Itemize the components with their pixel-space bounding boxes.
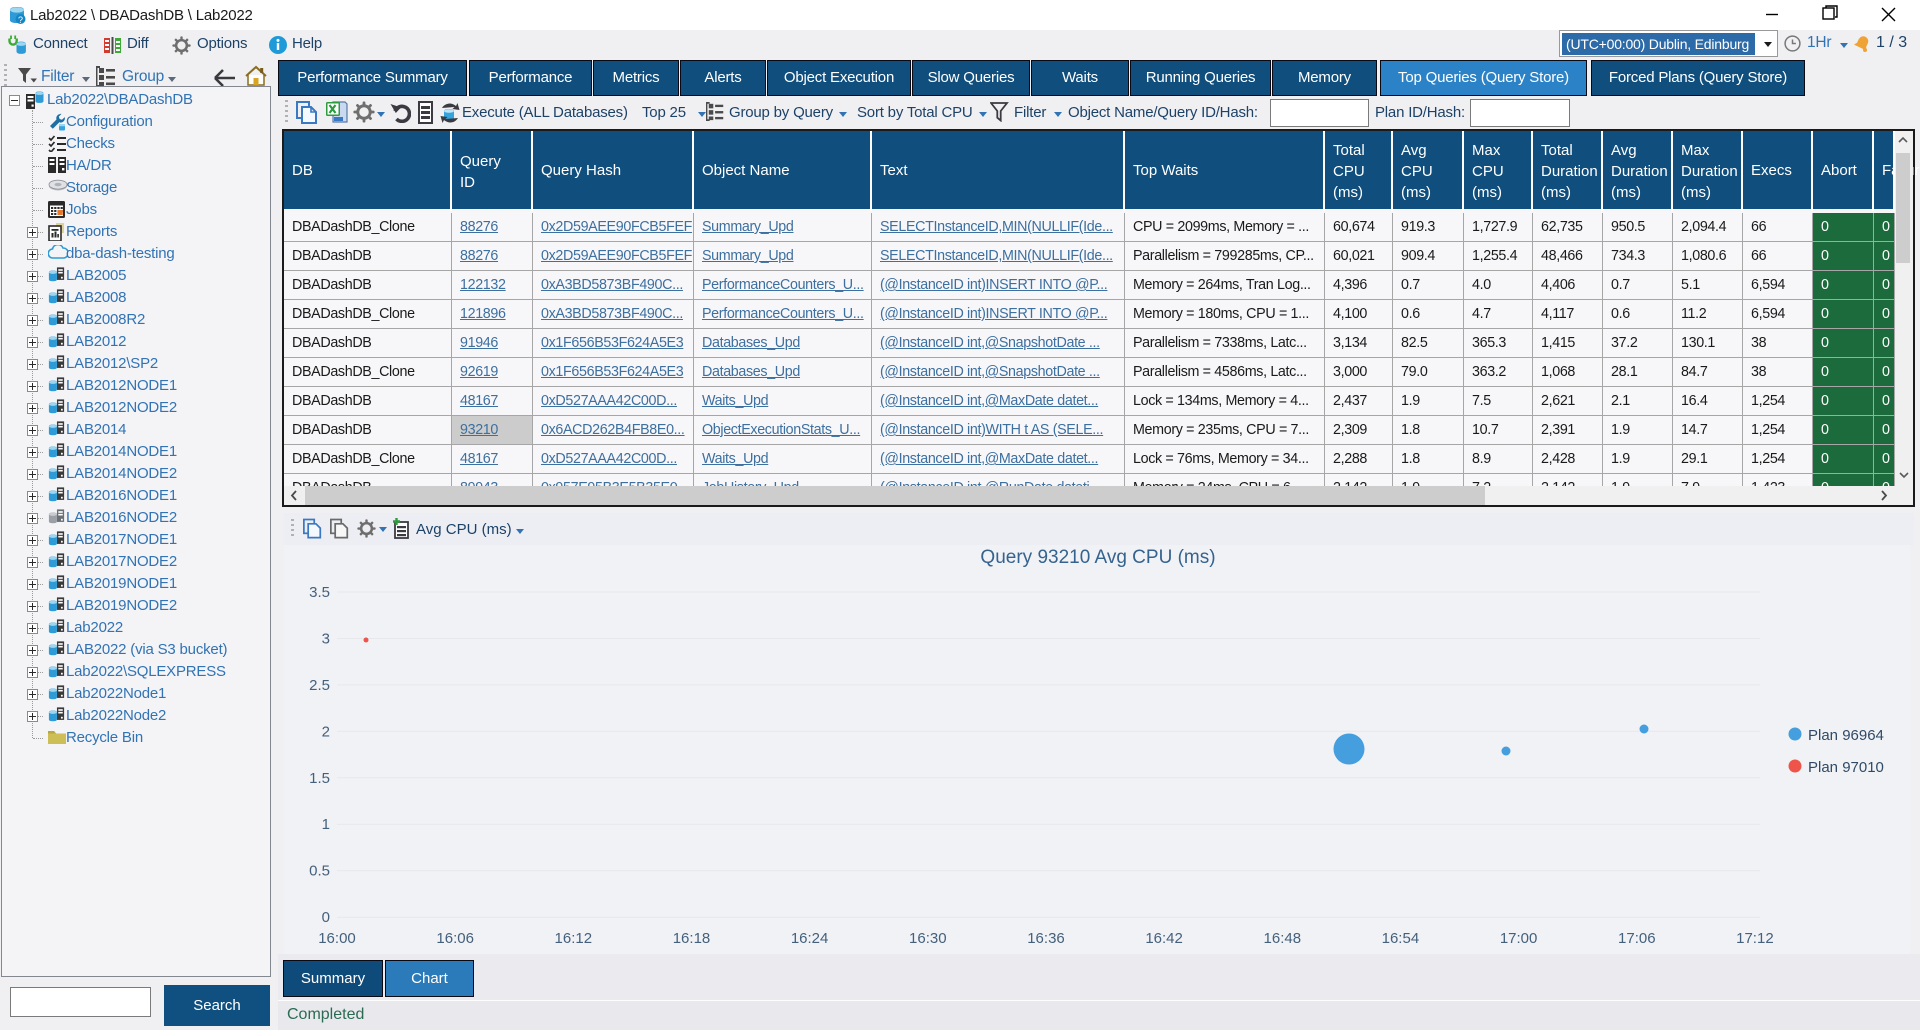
svg-text:16:42: 16:42 xyxy=(1145,930,1183,947)
svg-text:16:54: 16:54 xyxy=(1382,930,1420,947)
svg-text:?: ? xyxy=(18,15,23,25)
svg-text:16:24: 16:24 xyxy=(791,930,829,947)
svg-text:16:18: 16:18 xyxy=(673,930,711,947)
svg-text:16:48: 16:48 xyxy=(1264,930,1302,947)
svg-text:Plan 96964: Plan 96964 xyxy=(1808,727,1884,744)
svg-text:2: 2 xyxy=(322,723,330,740)
svg-text:17:12: 17:12 xyxy=(1736,930,1774,947)
svg-text:Query 93210 Avg CPU (ms): Query 93210 Avg CPU (ms) xyxy=(980,547,1215,568)
svg-text:16:36: 16:36 xyxy=(1027,930,1065,947)
svg-text:0: 0 xyxy=(322,909,330,926)
svg-text:1: 1 xyxy=(322,816,330,833)
svg-text:0.5: 0.5 xyxy=(309,863,330,880)
svg-text:2.5: 2.5 xyxy=(309,677,330,694)
svg-text:3: 3 xyxy=(322,631,330,648)
svg-text:17:06: 17:06 xyxy=(1618,930,1656,947)
svg-text:17:00: 17:00 xyxy=(1500,930,1538,947)
svg-text:16:00: 16:00 xyxy=(318,930,356,947)
svg-text:Plan 97010: Plan 97010 xyxy=(1808,759,1884,776)
svg-text:3.5: 3.5 xyxy=(309,584,330,601)
svg-text:16:06: 16:06 xyxy=(436,930,474,947)
svg-text:16:30: 16:30 xyxy=(909,930,947,947)
svg-text:16:12: 16:12 xyxy=(555,930,593,947)
svg-text:1.5: 1.5 xyxy=(309,770,330,787)
